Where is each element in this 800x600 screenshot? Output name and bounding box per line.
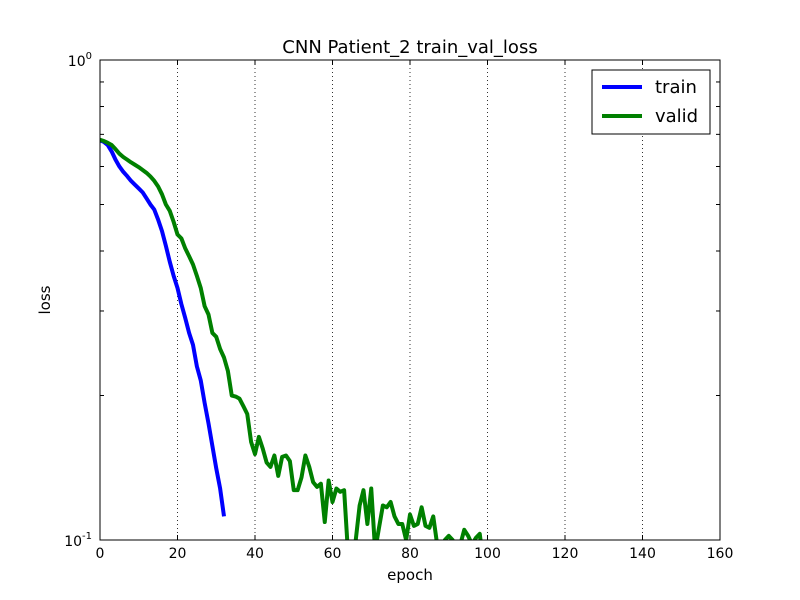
legend-label-train: train [655,77,697,98]
series-line-valid [100,137,483,540]
x-tick-label-100: 100 [474,546,501,562]
x-tick-label-80: 80 [401,546,419,562]
x-tick-labels: 0 20 40 60 80 100 120 140 160 [96,546,734,562]
x-tick-label-40: 40 [246,546,264,562]
x-tick-label-140: 140 [629,546,656,562]
legend-label-valid: valid [655,106,698,127]
x-axis-label: epoch [387,566,433,584]
series-line-train [100,138,226,517]
x-tick-label-60: 60 [324,546,342,562]
grid-lines [177,60,643,540]
x-tick-label-160: 160 [707,546,734,562]
plot-frame [99,59,721,541]
y-tick-labels: 10-1 100 [64,51,92,550]
x-tick-label-120: 120 [552,546,579,562]
chart-title: CNN Patient_2 train_val_loss [282,37,537,58]
y-axis-label: loss [36,285,54,314]
x-tick-label-20: 20 [169,546,187,562]
legend: train valid [591,69,711,135]
y-tick-label-0: 10-1 [64,531,92,550]
series-layer [100,137,483,540]
x-tick-label-0: 0 [96,546,105,562]
legend-box [591,69,711,135]
y-tick-label-1: 100 [68,51,92,70]
